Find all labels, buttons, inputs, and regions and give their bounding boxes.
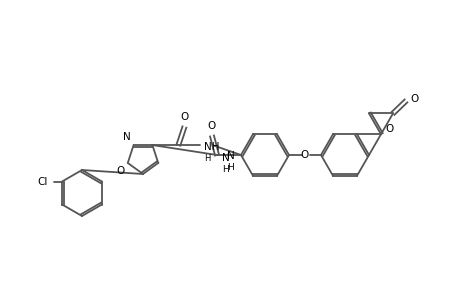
- Text: O: O: [300, 150, 308, 160]
- Text: O: O: [180, 112, 188, 122]
- Text: N: N: [123, 132, 130, 142]
- Text: O: O: [384, 124, 392, 134]
- Text: H: H: [227, 163, 234, 172]
- Text: H: H: [204, 154, 210, 163]
- Text: N: N: [227, 151, 235, 161]
- Text: NH: NH: [204, 142, 219, 152]
- Text: O: O: [116, 166, 124, 176]
- Text: H: H: [222, 165, 229, 174]
- Text: O: O: [207, 121, 216, 131]
- Text: O: O: [409, 94, 417, 104]
- Text: Cl: Cl: [38, 176, 48, 187]
- Text: N: N: [222, 153, 230, 163]
